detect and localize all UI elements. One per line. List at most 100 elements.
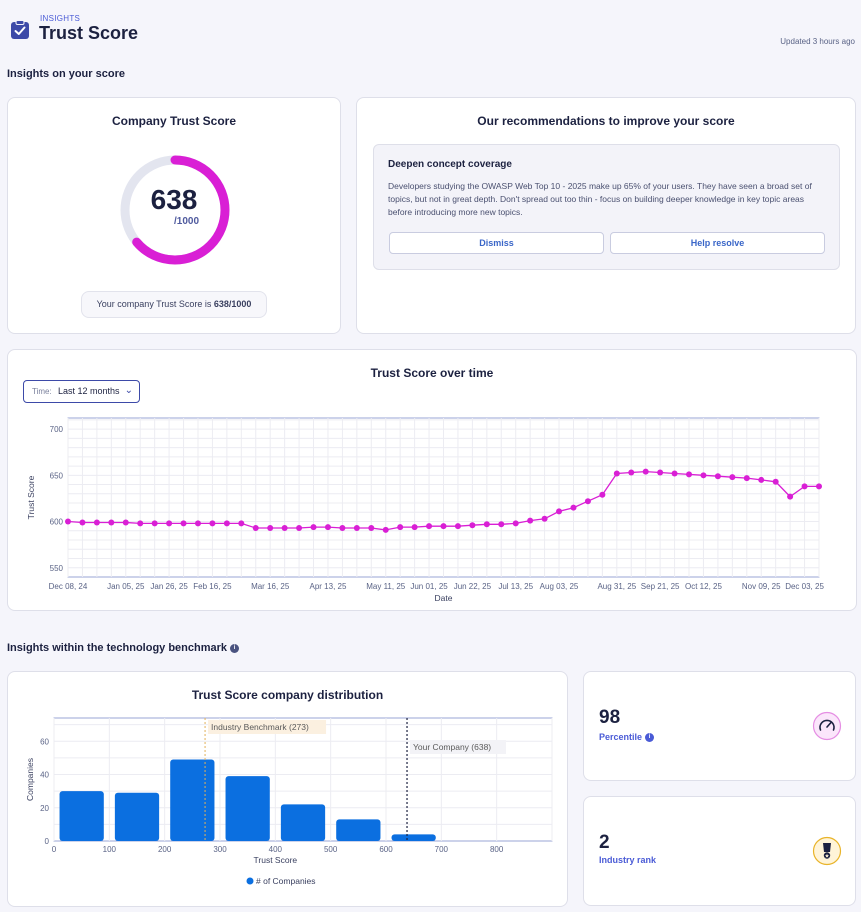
data-point — [397, 524, 404, 531]
data-point — [657, 469, 664, 476]
data-point — [613, 470, 620, 477]
x-axis-label: Date — [435, 593, 453, 603]
x-tick-label: Dec 08, 24 — [49, 582, 88, 591]
legend-swatch — [246, 877, 254, 885]
y-tick-label: 40 — [40, 771, 49, 780]
data-point — [339, 525, 346, 532]
data-point — [700, 472, 707, 479]
data-point — [642, 468, 649, 475]
info-icon[interactable]: i — [645, 733, 655, 743]
data-point — [108, 519, 115, 526]
data-point — [267, 525, 274, 532]
distribution-title: Trust Score company distribution — [191, 688, 384, 702]
data-point — [209, 520, 216, 527]
y-tick-label: 20 — [40, 804, 49, 813]
data-point — [628, 469, 635, 476]
score-gauge — [120, 155, 230, 265]
data-point — [281, 525, 288, 532]
data-point — [570, 504, 577, 511]
section-title-benchmark: Insights within the technology benchmark… — [7, 642, 240, 654]
score-gauge-arc — [120, 155, 230, 265]
data-point — [238, 520, 245, 527]
x-tick-label: 600 — [379, 845, 393, 854]
x-tick-label: May 11, 25 — [366, 582, 406, 591]
section-title-score: Insights on your score — [7, 68, 125, 80]
data-point — [223, 520, 230, 527]
x-tick-label: 700 — [435, 845, 449, 854]
info-icon[interactable]: i — [230, 643, 240, 653]
percentile-label: Percentile — [599, 732, 643, 742]
distribution-bar — [336, 819, 381, 841]
y-tick-label: 550 — [50, 564, 64, 573]
data-point — [252, 525, 259, 532]
trust-score-over-time-card: Trust Score over time Time: Last 12 mont… — [7, 349, 857, 611]
benchmark-label-bg — [208, 720, 327, 734]
data-point — [93, 519, 100, 526]
dismiss-button[interactable]: Dismiss — [389, 232, 604, 254]
data-point — [411, 524, 418, 531]
x-tick-label: 300 — [213, 845, 227, 854]
data-point — [382, 526, 389, 533]
recommendations-title: Our recommendations to improve your scor… — [477, 114, 735, 128]
distribution-card: Trust Score company distribution 0 20 40 60… — [7, 671, 568, 907]
y-tick-label: 600 — [50, 518, 64, 527]
data-point — [816, 483, 822, 490]
x-tick-label: Jun 22, 25 — [454, 582, 492, 591]
your-company-label-bg — [410, 740, 507, 754]
time-range-label: Time: — [32, 387, 52, 396]
y-tick-label: 60 — [40, 737, 49, 746]
distribution-bar — [59, 791, 104, 841]
industry-rank-label: Industry rank — [599, 855, 657, 865]
data-point — [556, 508, 563, 515]
over-time-title: Trust Score over time — [370, 366, 494, 380]
industry-rank-value: 2 — [599, 832, 610, 853]
clipboard-check-icon — [11, 20, 29, 39]
data-point — [324, 524, 331, 531]
time-range-value: Last 12 months — [58, 386, 120, 396]
data-point — [801, 483, 808, 490]
score-statement-prefix: Your company Trust Score is — [96, 299, 214, 309]
data-point — [194, 520, 201, 527]
x-tick-label: Dec 03, 25 — [785, 582, 824, 591]
data-point — [151, 520, 158, 527]
percentile-label-row: Percentile i — [599, 732, 655, 743]
distribution-bar — [170, 759, 215, 841]
time-range-select[interactable]: Time: Last 12 months ⌄ — [23, 380, 140, 403]
percentile-value: 98 — [599, 707, 621, 728]
x-tick-label: Jun 01, 25 — [410, 582, 448, 591]
x-tick-label: Aug 31, 25 — [597, 582, 636, 591]
industry-rank-card: 2 Industry rank — [583, 796, 856, 906]
data-point — [469, 522, 476, 529]
data-point — [122, 519, 129, 526]
recommendation-body: Developers studying the OWASP Web Top 10… — [388, 181, 812, 217]
your-company-label: Your Company (638) — [413, 742, 491, 752]
x-tick-label: 0 — [52, 845, 57, 854]
help-resolve-button[interactable]: Help resolve — [610, 232, 825, 254]
distribution-bar — [114, 792, 160, 841]
x-tick-label: Apr 13, 25 — [310, 582, 347, 591]
data-point — [729, 474, 736, 481]
data-point — [772, 478, 779, 485]
x-tick-label: Jan 05, 25 — [107, 582, 145, 591]
score-value: 638 — [150, 184, 198, 215]
x-axis-label: Trust Score — [254, 855, 298, 865]
chevron-down-icon: ⌄ — [124, 385, 133, 396]
x-tick-label: Mar 16, 25 — [251, 582, 290, 591]
x-tick-label: 500 — [324, 845, 338, 854]
y-tick-label: 0 — [45, 837, 50, 846]
data-point — [787, 493, 794, 500]
distribution-bar — [391, 834, 436, 841]
x-tick-label: Sep 21, 25 — [641, 582, 680, 591]
distribution-bar — [225, 776, 270, 841]
x-tick-label: Aug 03, 25 — [540, 582, 579, 591]
x-tick-label: 400 — [269, 845, 283, 854]
recommendation-item: Deepen concept coverage Developers study… — [373, 144, 840, 270]
data-point — [296, 525, 303, 532]
benchmark-label: Industry Benchmark (273) — [211, 722, 309, 732]
legend-label: # of Companies — [256, 876, 316, 886]
data-point — [65, 518, 71, 525]
data-point — [686, 471, 693, 478]
score-statement: Your company Trust Score is 638/1000 — [81, 291, 267, 318]
data-point — [310, 524, 317, 531]
trust-score-line-chart: 550 600 650 700 Dec 08, 24 Jan 05, 25 Jan 26, … — [26, 417, 824, 603]
